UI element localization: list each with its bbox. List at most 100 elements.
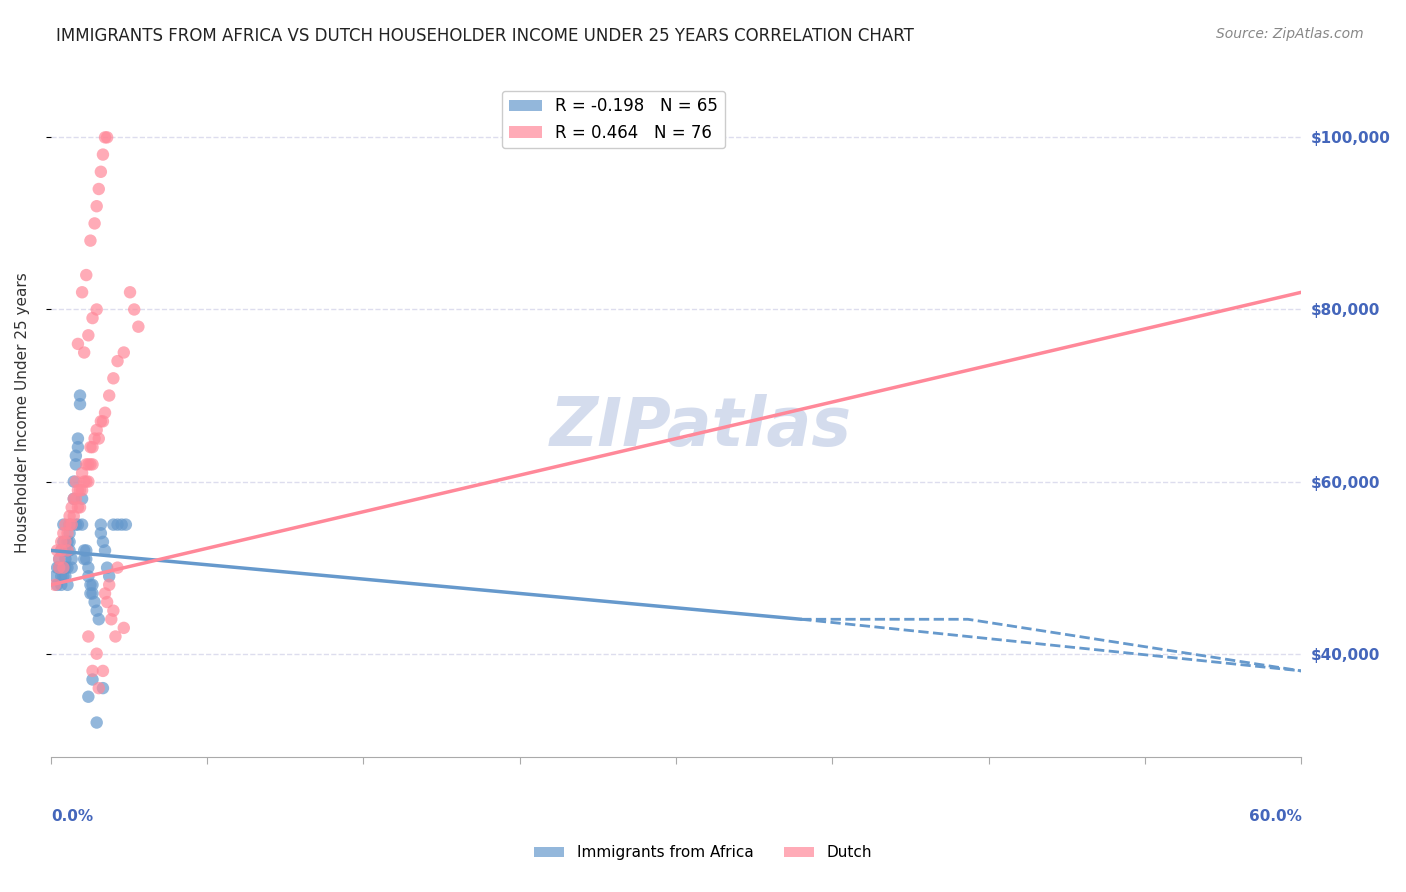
Point — [48, 552, 70, 566]
Point — [46, 543, 69, 558]
Point — [73, 543, 96, 558]
Point — [96, 560, 118, 574]
Point — [58, 517, 80, 532]
Point — [66, 517, 89, 532]
Point — [98, 578, 121, 592]
Point — [66, 440, 89, 454]
Point — [60, 500, 83, 515]
Point — [87, 612, 110, 626]
Point — [46, 578, 69, 592]
Point — [77, 328, 100, 343]
Point — [75, 475, 97, 489]
Point — [62, 491, 84, 506]
Point — [82, 673, 104, 687]
Point — [60, 552, 83, 566]
Point — [58, 508, 80, 523]
Point — [90, 526, 112, 541]
Point — [91, 664, 114, 678]
Point — [69, 500, 91, 515]
Point — [90, 517, 112, 532]
Point — [107, 354, 129, 368]
Point — [104, 630, 127, 644]
Text: ZIPatlas: ZIPatlas — [550, 393, 852, 459]
Point — [87, 681, 110, 695]
Point — [86, 647, 108, 661]
Point — [51, 569, 73, 583]
Point — [73, 345, 96, 359]
Point — [87, 182, 110, 196]
Point — [58, 534, 80, 549]
Point — [75, 552, 97, 566]
Point — [58, 526, 80, 541]
Point — [51, 578, 73, 592]
Point — [75, 543, 97, 558]
Point — [127, 319, 149, 334]
Point — [62, 508, 84, 523]
Point — [82, 664, 104, 678]
Point — [73, 552, 96, 566]
Point — [96, 130, 118, 145]
Point — [69, 397, 91, 411]
Point — [65, 517, 87, 532]
Point — [86, 302, 108, 317]
Point — [52, 560, 75, 574]
Point — [51, 543, 73, 558]
Point — [86, 604, 108, 618]
Point — [55, 569, 77, 583]
Point — [55, 552, 77, 566]
Point — [107, 517, 129, 532]
Point — [70, 517, 93, 532]
Point — [52, 517, 75, 532]
Point — [66, 500, 89, 515]
Text: IMMIGRANTS FROM AFRICA VS DUTCH HOUSEHOLDER INCOME UNDER 25 YEARS CORRELATION CH: IMMIGRANTS FROM AFRICA VS DUTCH HOUSEHOL… — [56, 27, 914, 45]
Point — [86, 199, 108, 213]
Point — [98, 388, 121, 402]
Point — [94, 406, 117, 420]
Point — [79, 458, 101, 472]
Point — [56, 543, 79, 558]
Point — [91, 414, 114, 428]
Point — [56, 526, 79, 541]
Point — [122, 302, 145, 317]
Y-axis label: Householder Income Under 25 years: Householder Income Under 25 years — [15, 272, 30, 553]
Point — [65, 475, 87, 489]
Point — [69, 388, 91, 402]
Point — [77, 458, 100, 472]
Point — [62, 491, 84, 506]
Point — [82, 458, 104, 472]
Point — [62, 475, 84, 489]
Point — [82, 578, 104, 592]
Point — [82, 586, 104, 600]
Point — [103, 604, 125, 618]
Point — [51, 534, 73, 549]
Point — [107, 560, 129, 574]
Point — [56, 543, 79, 558]
Point — [87, 432, 110, 446]
Point — [48, 560, 70, 574]
Point — [44, 578, 66, 592]
Point — [55, 517, 77, 532]
Point — [115, 517, 138, 532]
Point — [70, 483, 93, 498]
Point — [83, 216, 105, 230]
Point — [86, 715, 108, 730]
Point — [79, 234, 101, 248]
Point — [75, 268, 97, 282]
Point — [103, 517, 125, 532]
Point — [103, 371, 125, 385]
Point — [77, 569, 100, 583]
Point — [58, 517, 80, 532]
Legend: Immigrants from Africa, Dutch: Immigrants from Africa, Dutch — [527, 839, 879, 866]
Point — [46, 560, 69, 574]
Point — [77, 630, 100, 644]
Point — [82, 440, 104, 454]
Text: 60.0%: 60.0% — [1249, 809, 1302, 823]
Text: Source: ZipAtlas.com: Source: ZipAtlas.com — [1216, 27, 1364, 41]
Point — [55, 534, 77, 549]
Point — [77, 690, 100, 704]
Point — [83, 432, 105, 446]
Point — [48, 560, 70, 574]
Point — [70, 466, 93, 480]
Point — [65, 458, 87, 472]
Point — [48, 552, 70, 566]
